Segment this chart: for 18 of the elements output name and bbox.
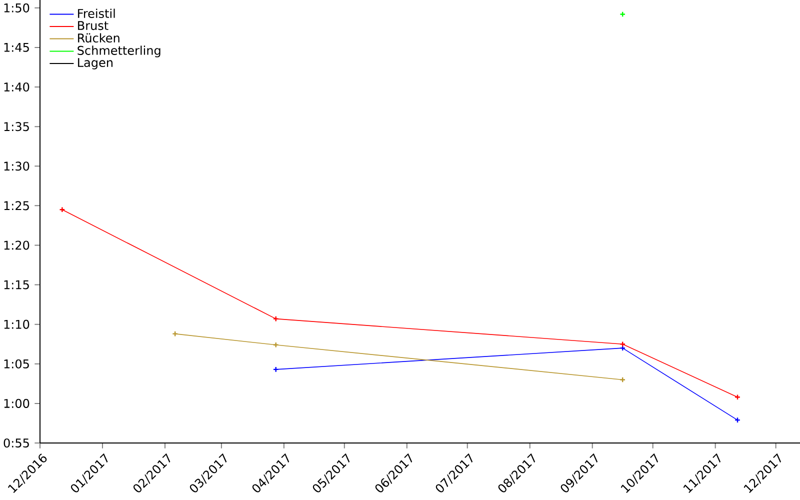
y-tick-label: 1:40 <box>4 82 30 92</box>
legend-label: Brust <box>78 21 108 30</box>
y-tick-label: 1:35 <box>4 122 29 132</box>
legend-label: Freistil <box>78 8 115 18</box>
y-tick-label: 1:45 <box>4 43 29 52</box>
y-tick-label: 1:25 <box>4 201 29 210</box>
y-tick-label: 0:55 <box>4 438 29 448</box>
y-tick-label: 1:00 <box>4 398 30 408</box>
legend-label: Rücken <box>78 33 120 43</box>
y-tick-label: 1:20 <box>4 240 30 250</box>
y-tick-label: 1:10 <box>4 320 30 329</box>
legend-label: Lagen <box>78 58 112 70</box>
y-tick-label: 1:15 <box>4 280 29 290</box>
legend-label: Schmetterling <box>78 46 160 58</box>
point <box>272 316 279 322</box>
y-tick-label: 1:50 <box>4 3 30 12</box>
y-tick-label: 1:30 <box>4 162 30 171</box>
y-tick-label: 1:05 <box>4 359 29 368</box>
